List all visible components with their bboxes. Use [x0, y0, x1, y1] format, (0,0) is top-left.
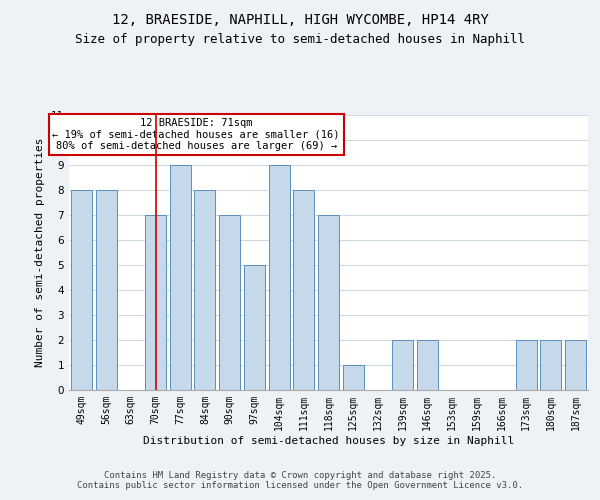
- Bar: [293, 190, 314, 390]
- Text: 12, BRAESIDE, NAPHILL, HIGH WYCOMBE, HP14 4RY: 12, BRAESIDE, NAPHILL, HIGH WYCOMBE, HP1…: [112, 12, 488, 26]
- Bar: [244, 265, 265, 390]
- Bar: [269, 165, 290, 390]
- Y-axis label: Number of semi-detached properties: Number of semi-detached properties: [35, 138, 46, 367]
- Bar: [71, 190, 92, 390]
- Bar: [95, 190, 116, 390]
- Bar: [516, 340, 537, 390]
- Bar: [219, 215, 240, 390]
- Bar: [194, 190, 215, 390]
- Text: 12 BRAESIDE: 71sqm
← 19% of semi-detached houses are smaller (16)
80% of semi-de: 12 BRAESIDE: 71sqm ← 19% of semi-detache…: [52, 118, 340, 151]
- Text: Contains HM Land Registry data © Crown copyright and database right 2025.
Contai: Contains HM Land Registry data © Crown c…: [77, 470, 523, 490]
- Bar: [170, 165, 191, 390]
- Bar: [541, 340, 562, 390]
- Bar: [565, 340, 586, 390]
- X-axis label: Distribution of semi-detached houses by size in Naphill: Distribution of semi-detached houses by …: [143, 436, 514, 446]
- Text: Size of property relative to semi-detached houses in Naphill: Size of property relative to semi-detach…: [75, 32, 525, 46]
- Bar: [318, 215, 339, 390]
- Bar: [392, 340, 413, 390]
- Bar: [145, 215, 166, 390]
- Bar: [417, 340, 438, 390]
- Bar: [343, 365, 364, 390]
